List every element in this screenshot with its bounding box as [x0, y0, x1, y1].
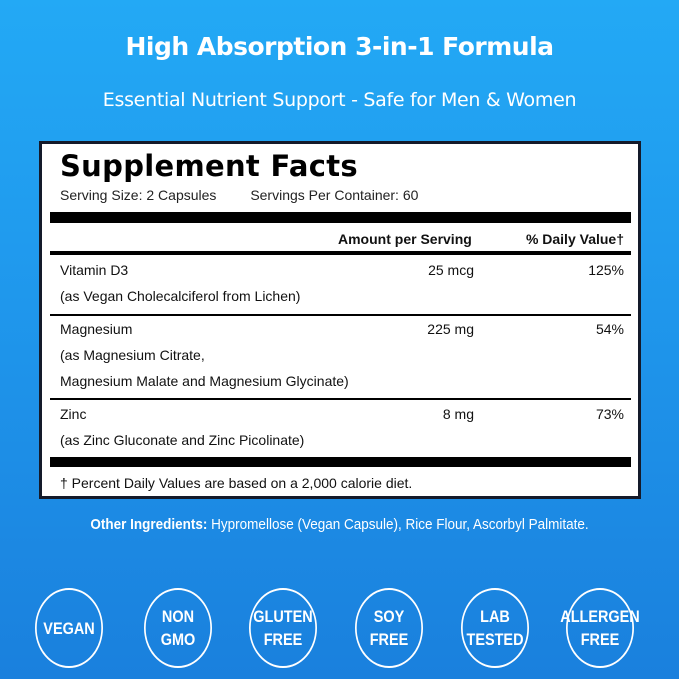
badge-gluten-free: GLUTEN FREE	[249, 588, 317, 668]
other-ingredients-text: Hypromellose (Vegan Capsule), Rice Flour…	[207, 516, 589, 533]
nutrient-name: Vitamin D3	[60, 262, 129, 278]
divider	[50, 398, 631, 400]
nutrient-source: (as Vegan Cholecalciferol from Lichen)	[60, 288, 301, 304]
nutrient-name: Magnesium	[60, 321, 133, 337]
divider	[50, 314, 631, 316]
badge-label: ALLERGEN FREE	[560, 607, 640, 649]
nutrient-amount: 8 mg	[442, 406, 474, 422]
badge-label: LAB TESTED	[466, 607, 524, 649]
nutrient-source: (as Magnesium Citrate,	[60, 347, 205, 363]
dv-header: % Daily Value†	[525, 231, 624, 247]
nutrient-amount: 225 mg	[427, 321, 474, 337]
badge-allergen-free: ALLERGEN FREE	[560, 588, 640, 668]
supplement-facts-panel: Supplement Facts Serving Size: 2 Capsule…	[39, 141, 641, 499]
serving-info: Serving Size: 2 Capsules Servings Per Co…	[60, 187, 448, 203]
subheadline: Essential Nutrient Support - Safe for Me…	[102, 89, 577, 111]
headline: High Absorption 3-in-1 Formula	[125, 32, 554, 61]
facts-title: Supplement Facts	[60, 149, 358, 183]
footnote: † Percent Daily Values are based on a 2,…	[60, 475, 413, 491]
badge-soy-free: SOY FREE	[355, 588, 423, 668]
nutrient-amount: 25 mcg	[428, 262, 474, 278]
badge-label: NON GMO	[160, 607, 196, 649]
nutrient-source: (as Zinc Gluconate and Zinc Picolinate)	[60, 432, 305, 448]
nutrient-dv: 125%	[588, 262, 624, 278]
badge-label: SOY FREE	[369, 607, 409, 649]
other-ingredients: Other Ingredients: Hypromellose (Vegan C…	[34, 516, 645, 533]
nutrient-source: Magnesium Malate and Magnesium Glycinate…	[60, 373, 349, 389]
nutrient-dv: 54%	[595, 321, 624, 337]
badge-vegan: VEGAN	[35, 588, 103, 668]
divider	[50, 251, 631, 255]
badge-lab-tested: LAB TESTED	[461, 588, 529, 668]
amount-header: Amount per Serving	[338, 231, 472, 247]
serving-size: Serving Size: 2 Capsules	[60, 187, 217, 203]
divider-thick	[50, 457, 631, 467]
badge-non-gmo: NON GMO	[144, 588, 212, 668]
nutrient-dv: 73%	[595, 406, 624, 422]
servings-per-container: Servings Per Container: 60	[250, 187, 419, 203]
badge-label: GLUTEN FREE	[253, 607, 313, 649]
badge-label: VEGAN	[43, 618, 95, 638]
divider-thick	[50, 212, 631, 223]
other-ingredients-label: Other Ingredients:	[90, 516, 208, 533]
nutrient-name: Zinc	[60, 406, 87, 422]
